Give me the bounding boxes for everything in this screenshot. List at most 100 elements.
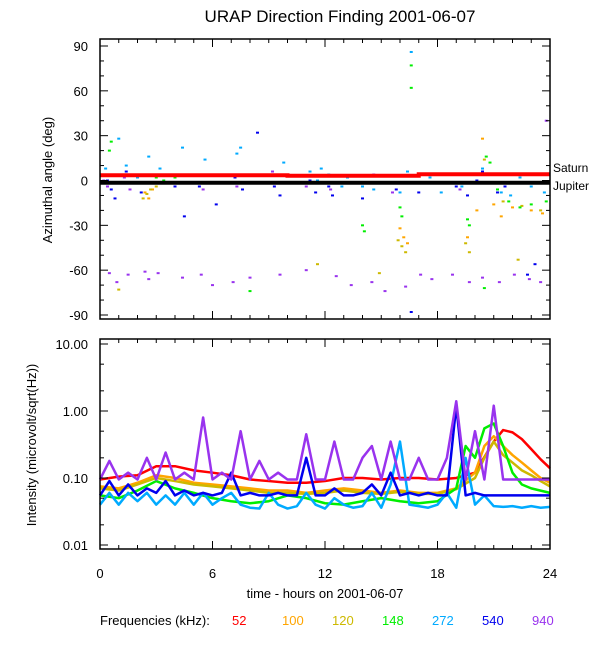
azimuth-point-148 — [409, 64, 413, 67]
azimuth-point-940 — [467, 281, 471, 284]
azimuth-point-540 — [533, 263, 537, 266]
azimuth-point-540 — [113, 197, 117, 200]
azimuth-point-940 — [304, 269, 308, 272]
saturn-line — [100, 172, 550, 178]
azimuth-point-540 — [466, 194, 469, 197]
azimuth-point-120 — [145, 192, 149, 195]
azimuth-point-148 — [400, 215, 404, 218]
x-tick-label: 24 — [543, 566, 557, 581]
azimuth-point-540 — [197, 185, 201, 188]
azimuth-point-148 — [107, 149, 111, 152]
y-tick-label: -30 — [69, 218, 88, 233]
azimuth-point-272 — [239, 146, 243, 149]
azimuth-point-540 — [454, 185, 458, 188]
azimuth-point-148 — [496, 188, 499, 191]
azimuth-point-272 — [361, 185, 364, 188]
azimuth-point-148 — [109, 140, 113, 143]
legend-item-272: 272 — [432, 613, 454, 628]
y-tick-label: 0.01 — [63, 538, 88, 553]
azimuth-point-120 — [501, 200, 505, 203]
azimuth-point-272 — [203, 158, 207, 161]
azimuth-point-940 — [481, 276, 484, 279]
azimuth-point-540 — [173, 185, 177, 188]
azimuth-point-540 — [475, 179, 479, 182]
x-tick-label: 6 — [209, 566, 216, 581]
azimuth-point-272 — [124, 164, 128, 167]
azimuth-point-272 — [282, 161, 286, 164]
azimuth-point-272 — [136, 176, 139, 179]
azimuth-point-940 — [128, 188, 132, 191]
y-tick-label: 0 — [81, 174, 88, 189]
azimuth-point-100 — [402, 236, 406, 239]
azimuth-point-100 — [406, 242, 409, 245]
azimuth-point-540 — [308, 179, 312, 182]
azimuth-point-272 — [409, 50, 413, 53]
y-tick-label: 10.00 — [55, 337, 88, 352]
azimuth-point-272 — [428, 176, 432, 179]
intensity-y-ticks: 10.00 1.00 0.10 0.01 — [55, 337, 550, 553]
azimuth-point-940 — [231, 281, 235, 284]
y-tick-label: 90 — [74, 39, 88, 54]
y-tick-label: -60 — [69, 263, 88, 278]
azimuth-point-120 — [404, 251, 408, 254]
azimuth-point-540 — [503, 185, 507, 188]
intensity-line-272 — [99, 440, 551, 510]
intensity-line-100 — [99, 434, 551, 495]
x-axis-label: time - hours on 2001-06-07 — [247, 586, 404, 601]
azimuth-point-940 — [201, 188, 205, 191]
azimuth-point-540 — [256, 131, 259, 134]
azimuth-point-940 — [349, 284, 353, 287]
azimuth-point-148 — [484, 155, 488, 158]
azimuth-point-100 — [492, 203, 496, 206]
azimuth-point-148 — [398, 206, 402, 209]
intensity-line-940 — [98, 399, 550, 481]
azimuth-point-540 — [241, 188, 244, 191]
azimuth-point-148 — [154, 176, 158, 179]
y-tick-label: -90 — [69, 308, 88, 323]
azimuth-point-540 — [233, 176, 237, 179]
azimuth-point-940 — [115, 281, 119, 284]
azimuth-point-148 — [173, 176, 177, 179]
intensity-frame — [99, 338, 551, 550]
y-tick-label: 60 — [74, 84, 88, 99]
azimuth-point-540 — [182, 215, 186, 218]
azimuth-point-272 — [235, 152, 239, 155]
azimuth-point-540 — [361, 197, 364, 200]
azimuth-panel: 90 60 30 0 -30 -60 -90 Azimuthal angle (deg) S… — [40, 38, 589, 323]
azimuth-point-940 — [122, 176, 126, 179]
azimuth-point-540 — [417, 191, 421, 194]
azimuth-point-272 — [117, 137, 121, 140]
azimuth-point-940 — [271, 170, 274, 173]
azimuth-point-940 — [235, 185, 239, 188]
azimuth-point-148 — [544, 200, 548, 203]
legend-item-148: 148 — [382, 613, 404, 628]
azimuth-point-100 — [475, 209, 479, 212]
intensity-panel: 0 6 12 18 24 10.00 1.00 0.10 0.01 Intensity (mi… — [24, 337, 557, 581]
azimuth-point-940 — [334, 275, 338, 278]
azimuth-point-940 — [278, 273, 282, 276]
intensity-y-label: Intensity (microvolt/sqrt(Hz)) — [24, 364, 39, 527]
azimuth-point-540 — [394, 188, 398, 191]
azimuth-point-148 — [162, 179, 166, 182]
azimuth-point-940 — [497, 281, 501, 284]
azimuth-point-120 — [141, 197, 145, 200]
azimuth-point-148 — [409, 86, 413, 89]
azimuth-point-120 — [482, 158, 486, 161]
azimuth-point-148 — [482, 287, 486, 290]
azimuth-point-272 — [158, 167, 162, 170]
azimuth-point-148 — [248, 290, 252, 293]
azimuth-point-540 — [139, 191, 143, 194]
legend-item-940: 940 — [532, 613, 554, 628]
azimuth-point-540 — [409, 311, 413, 314]
azimuth-point-272 — [340, 185, 344, 188]
azimuth-point-940 — [199, 273, 203, 276]
azimuth-point-940 — [512, 273, 516, 276]
azimuth-point-940 — [527, 278, 531, 281]
frequency-legend: Frequencies (kHz): 52 100 120 148 272 540 940 — [100, 613, 554, 628]
azimuth-point-272 — [518, 176, 522, 179]
azimuth-point-940 — [126, 273, 130, 276]
legend-item-52: 52 — [232, 613, 246, 628]
x-tick-label: 18 — [430, 566, 444, 581]
azimuth-point-940 — [248, 276, 252, 279]
azimuth-point-100 — [541, 212, 544, 215]
